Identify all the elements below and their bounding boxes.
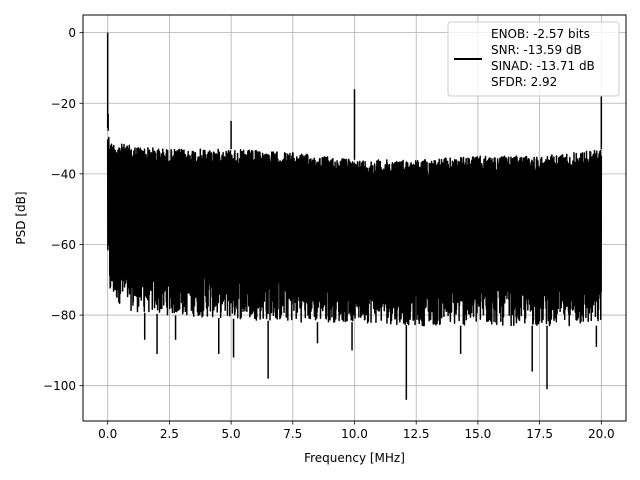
legend-entry-sfdr: SFDR: 2.92 xyxy=(491,75,557,89)
data-layer xyxy=(106,32,603,400)
y-tick-label: −40 xyxy=(51,167,76,181)
y-axis-ticks: 0 −20 −40 −60 −80 −100 xyxy=(43,26,83,393)
y-tick-label: −60 xyxy=(51,238,76,252)
legend-entry-snr: SNR: -13.59 dB xyxy=(491,43,582,57)
y-tick-label: −100 xyxy=(43,379,76,393)
x-tick-label: 20.0 xyxy=(588,427,615,441)
x-tick-label: 15.0 xyxy=(465,427,492,441)
y-tick-label: 0 xyxy=(68,26,76,40)
legend-entry-sinad: SINAD: -13.71 dB xyxy=(491,59,595,73)
x-axis-ticks: 0.0 2.5 5.0 7.5 10.0 12.5 15.0 17.5 20.0 xyxy=(98,421,615,441)
x-tick-label: 7.5 xyxy=(283,427,302,441)
y-tick-label: −80 xyxy=(51,309,76,323)
x-tick-label: 17.5 xyxy=(526,427,553,441)
legend: ENOB: -2.57 bits SNR: -13.59 dB SINAD: -… xyxy=(447,21,620,97)
x-tick-label: 2.5 xyxy=(160,427,179,441)
x-tick-label: 12.5 xyxy=(403,427,430,441)
y-axis-label: PSD [dB] xyxy=(14,191,28,244)
legend-box xyxy=(447,21,620,97)
legend-entry-enob: ENOB: -2.57 bits xyxy=(491,27,590,41)
psd-trace xyxy=(106,136,603,327)
x-axis-label: Frequency [MHz] xyxy=(304,451,405,465)
x-tick-label: 5.0 xyxy=(222,427,241,441)
y-tick-label: −20 xyxy=(51,97,76,111)
x-tick-label: 0.0 xyxy=(98,427,117,441)
x-tick-label: 10.0 xyxy=(341,427,368,441)
